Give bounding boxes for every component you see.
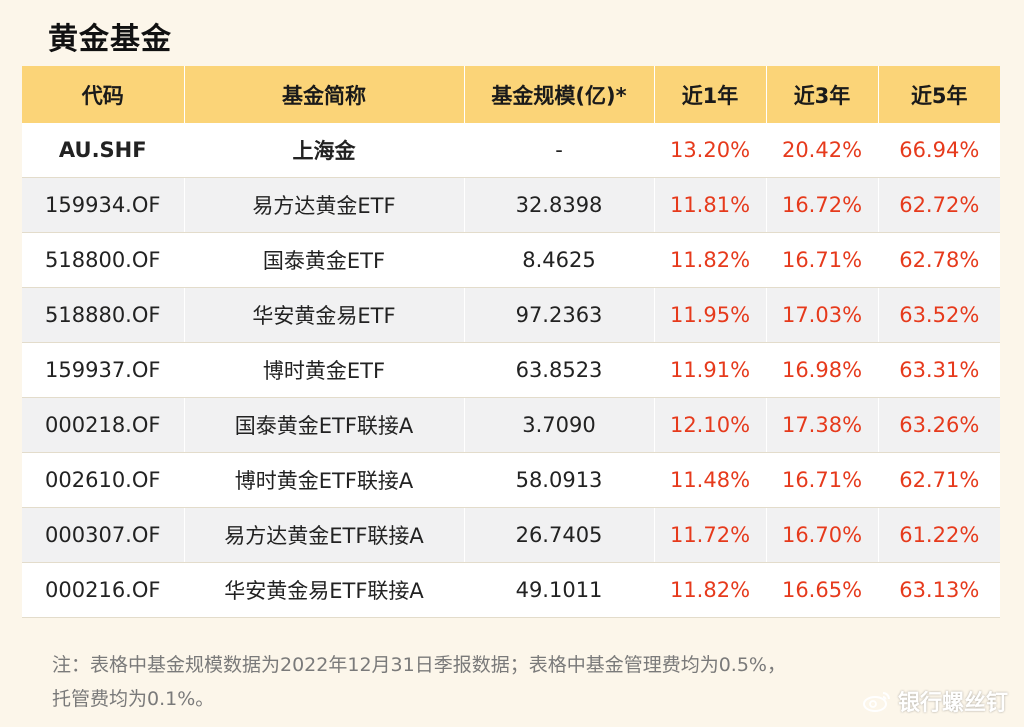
watermark-text: 银行螺丝钉 (897, 691, 1008, 716)
header-name: 基金简称 (184, 66, 465, 123)
cell-size: 58.0913 (464, 452, 655, 508)
cell-5y: 61.22% (878, 507, 1000, 563)
table-row: 159937.OF 博时黄金ETF 63.8523 11.91% 16.98% … (22, 342, 1000, 398)
header-3y: 近3年 (766, 66, 879, 123)
cell-1y: 11.72% (654, 507, 767, 563)
cell-5y: 63.31% (878, 342, 1000, 398)
cell-1y: 11.82% (654, 232, 767, 288)
cell-size: 8.4625 (464, 232, 655, 288)
cell-5y: 62.71% (878, 452, 1000, 508)
cell-3y: 17.38% (766, 397, 879, 453)
cell-1y: 11.95% (654, 287, 767, 343)
cell-code: 000218.OF (22, 397, 185, 453)
cell-1y: 11.48% (654, 452, 767, 508)
cell-name: 易方达黄金ETF联接A (184, 507, 465, 563)
cell-5y: 63.13% (878, 562, 1000, 618)
cell-name: 华安黄金易ETF (184, 287, 465, 343)
cell-3y: 16.65% (766, 562, 879, 618)
cell-3y: 17.03% (766, 287, 879, 343)
header-1y: 近1年 (654, 66, 767, 123)
cell-3y: 20.42% (766, 123, 879, 178)
cell-name: 博时黄金ETF联接A (184, 452, 465, 508)
cell-code: AU.SHF (22, 123, 185, 178)
cell-name: 国泰黄金ETF (184, 232, 465, 288)
table-row: AU.SHF 上海金 - 13.20% 20.42% 66.94% (22, 123, 1000, 178)
cell-name: 上海金 (184, 123, 465, 178)
cell-1y: 11.82% (654, 562, 767, 618)
cell-name: 华安黄金易ETF联接A (184, 562, 465, 618)
cell-name: 易方达黄金ETF (184, 177, 465, 233)
table-row: 000218.OF 国泰黄金ETF联接A 3.7090 12.10% 17.38… (22, 397, 1000, 453)
cell-code: 000307.OF (22, 507, 185, 563)
cell-5y: 62.78% (878, 232, 1000, 288)
header-code: 代码 (22, 66, 185, 123)
cell-code: 159934.OF (22, 177, 185, 233)
cell-1y: 13.20% (654, 123, 767, 178)
watermark: 银行螺丝钉 (862, 685, 1008, 717)
cell-code: 518800.OF (22, 232, 185, 288)
cell-size: 26.7405 (464, 507, 655, 563)
page-title: 黄金基金 (48, 22, 172, 57)
cell-3y: 16.72% (766, 177, 879, 233)
footnote: 注：表格中基金规模数据为2022年12月31日季报数据；表格中基金管理费均为0.… (52, 648, 982, 716)
cell-1y: 11.91% (654, 342, 767, 398)
cell-name: 国泰黄金ETF联接A (184, 397, 465, 453)
cell-3y: 16.71% (766, 452, 879, 508)
cell-code: 159937.OF (22, 342, 185, 398)
cell-5y: 62.72% (878, 177, 1000, 233)
gold-fund-table: 代码 基金简称 基金规模(亿)* 近1年 近3年 近5年 AU.SHF 上海金 … (22, 66, 1000, 618)
header-size: 基金规模(亿)* (464, 66, 655, 123)
cell-3y: 16.98% (766, 342, 879, 398)
cell-name: 博时黄金ETF (184, 342, 465, 398)
table-row: 000307.OF 易方达黄金ETF联接A 26.7405 11.72% 16.… (22, 507, 1000, 563)
cell-size: - (464, 123, 655, 178)
cell-5y: 66.94% (878, 123, 1000, 178)
table-row: 002610.OF 博时黄金ETF联接A 58.0913 11.48% 16.7… (22, 452, 1000, 508)
table-row: 000216.OF 华安黄金易ETF联接A 49.1011 11.82% 16.… (22, 562, 1000, 618)
header-5y: 近5年 (878, 66, 1000, 123)
cell-code: 002610.OF (22, 452, 185, 508)
table-header-row: 代码 基金简称 基金规模(亿)* 近1年 近3年 近5年 (22, 66, 1000, 123)
cell-size: 97.2363 (464, 287, 655, 343)
cell-size: 32.8398 (464, 177, 655, 233)
cell-1y: 11.81% (654, 177, 767, 233)
cell-code: 000216.OF (22, 562, 185, 618)
cell-1y: 12.10% (654, 397, 767, 453)
cell-size: 3.7090 (464, 397, 655, 453)
cell-size: 63.8523 (464, 342, 655, 398)
footnote-line-1: 注：表格中基金规模数据为2022年12月31日季报数据；表格中基金管理费均为0.… (52, 654, 786, 676)
cell-code: 518880.OF (22, 287, 185, 343)
cell-5y: 63.52% (878, 287, 1000, 343)
table-row: 518880.OF 华安黄金易ETF 97.2363 11.95% 17.03%… (22, 287, 1000, 343)
cell-3y: 16.70% (766, 507, 879, 563)
cell-3y: 16.71% (766, 232, 879, 288)
cell-size: 49.1011 (464, 562, 655, 618)
cell-5y: 63.26% (878, 397, 1000, 453)
weibo-logo-icon (862, 692, 890, 712)
table-row: 518800.OF 国泰黄金ETF 8.4625 11.82% 16.71% 6… (22, 232, 1000, 288)
footnote-line-2: 托管费均为0.1%。 (52, 688, 215, 710)
table-row: 159934.OF 易方达黄金ETF 32.8398 11.81% 16.72%… (22, 177, 1000, 233)
